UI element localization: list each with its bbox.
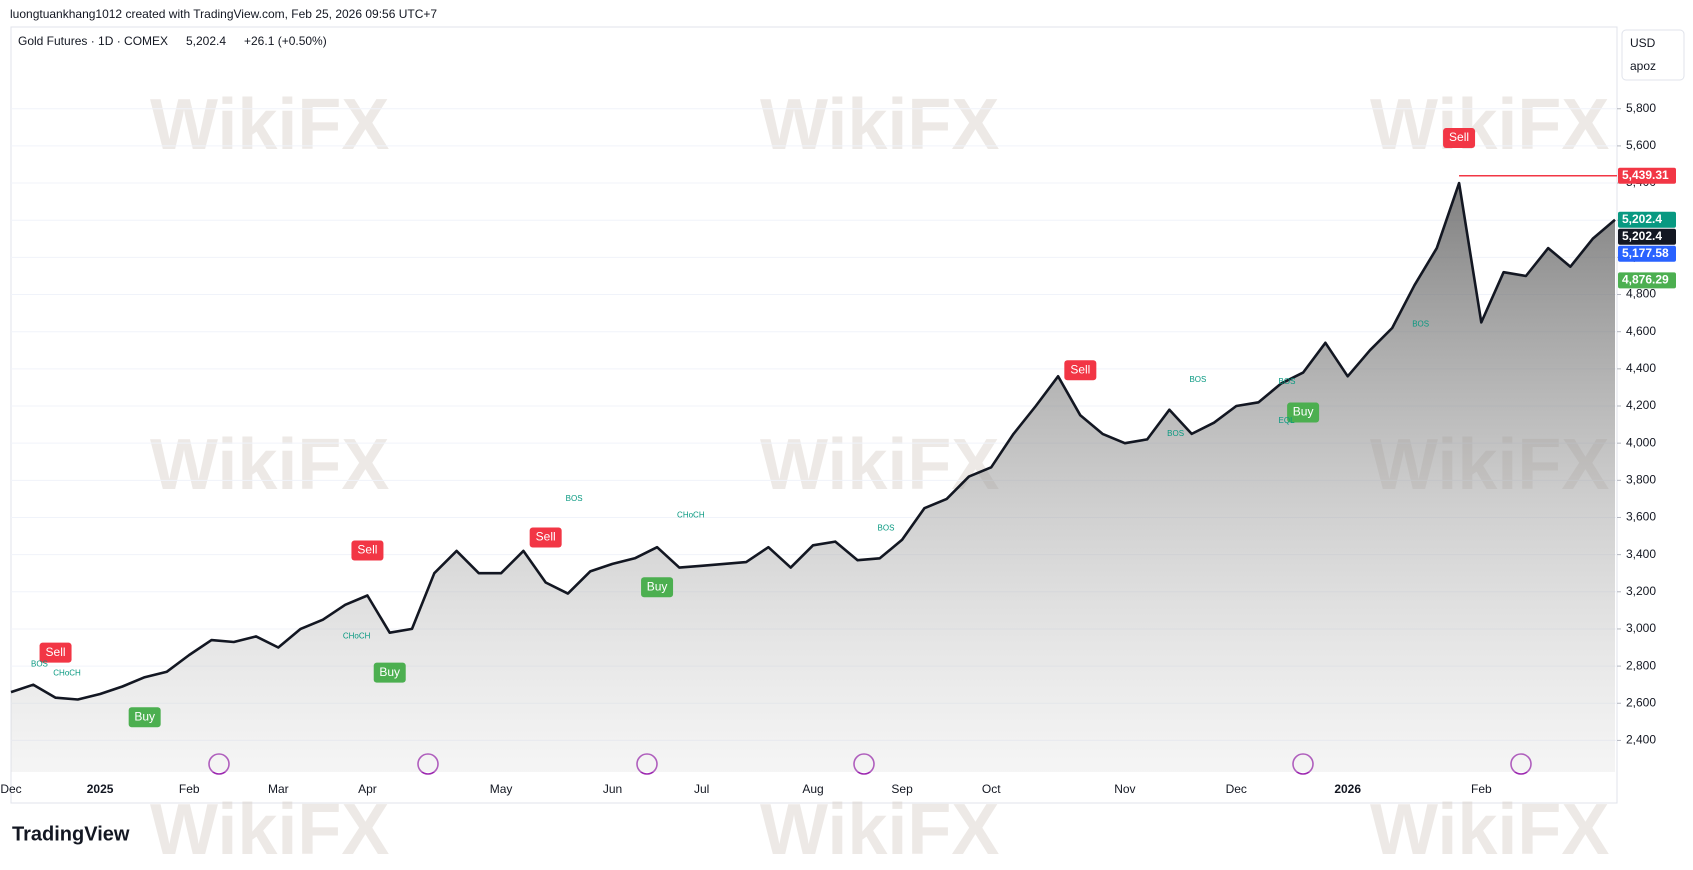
signal-badge (373, 662, 406, 683)
signal-badge (351, 540, 384, 561)
price-badge-label: 5,177.58 (1622, 246, 1669, 260)
y-tick-label: 3,800 (1626, 472, 1656, 486)
y-tick-label: 3,200 (1626, 584, 1656, 598)
x-tick-label: Oct (982, 782, 1001, 796)
y-tick-label: 4,800 (1626, 287, 1656, 301)
x-tick-label: Mar (268, 782, 289, 796)
price-badge-label: 5,202.4 (1622, 229, 1662, 243)
y-tick-label: 4,000 (1626, 435, 1656, 449)
header: luongtuankhang1012 created with TradingV… (10, 7, 437, 21)
y-tick-label: 5,600 (1626, 138, 1656, 152)
price-badge-label: 4,876.29 (1622, 273, 1669, 287)
y-tick-label: 2,600 (1626, 695, 1656, 709)
watermark: WikiFX (760, 790, 999, 865)
price-badge (1618, 245, 1676, 262)
signal-badge (128, 707, 161, 728)
structure-label: BOS (878, 524, 895, 533)
y-tick-label: 4,200 (1626, 398, 1656, 412)
price-badge (1618, 272, 1676, 289)
signal-badge (1443, 128, 1476, 149)
x-tick-label: Feb (1471, 782, 1492, 796)
y-tick-label: 3,400 (1626, 547, 1656, 561)
structure-label: CHoCH (343, 631, 371, 640)
structure-label: CHoCH (53, 669, 81, 678)
signal-label: Buy (647, 579, 668, 593)
last-price: 5,202.4 (186, 34, 226, 48)
signal-badge (1064, 360, 1097, 381)
price-badge (1618, 228, 1676, 245)
x-tick-label: Sep (891, 782, 913, 796)
price-badge (1618, 167, 1676, 184)
signal-label: Buy (379, 665, 400, 679)
x-tick-label: 2025 (87, 782, 114, 796)
x-tick-label: Jun (603, 782, 622, 796)
scale-mode: apoz (1630, 59, 1656, 73)
price-line (10, 181, 1616, 701)
x-tick-label: Aug (802, 782, 823, 796)
x-tick-label: 2026 (1334, 782, 1361, 796)
area (11, 183, 1615, 773)
watermark: WikiFX (150, 790, 389, 865)
structure-label: BOS (1412, 319, 1429, 328)
x-tick-label: Apr (358, 782, 377, 796)
price-badge-label: 5,439.31 (1622, 168, 1669, 182)
price-badge (1618, 211, 1676, 228)
y-tick-label: 4,400 (1626, 361, 1656, 375)
structure-label: BOS (566, 494, 583, 503)
watermark: WikiFX (150, 85, 389, 165)
signal-badge (641, 577, 674, 598)
structure-label: BOS (31, 659, 48, 668)
signal-label: Sell (46, 645, 66, 659)
y-tick-label: 3,600 (1626, 510, 1656, 524)
signal-label: Sell (1070, 362, 1090, 376)
signal-label: Sell (1449, 130, 1469, 144)
structure-label: CHoCH (677, 511, 705, 520)
x-tick-label: May (490, 782, 513, 796)
y-tick-label: 5,800 (1626, 101, 1656, 115)
x-tick-label: Nov (1114, 782, 1135, 796)
watermark: WikiFX (760, 85, 999, 165)
y-tick-label: 2,800 (1626, 658, 1656, 672)
signal-label: Sell (536, 530, 556, 544)
signal-badge (1287, 402, 1320, 423)
watermark: WikiFX (150, 425, 389, 505)
currency-box[interactable] (1621, 29, 1685, 81)
signal-badge (39, 642, 72, 663)
x-tick-label: Dec (0, 782, 21, 796)
currency: USD (1630, 36, 1656, 50)
signal-label: Buy (134, 709, 155, 723)
signal-badge (529, 527, 562, 548)
structure-label: BOS (1189, 375, 1206, 384)
watermark: WikiFX (1370, 85, 1609, 165)
price-badge-label: 5,202.4 (1622, 212, 1662, 226)
y-tick-label: 2,400 (1626, 733, 1656, 747)
y-tick-label: 3,000 (1626, 621, 1656, 635)
x-tick-label: Feb (179, 782, 200, 796)
watermark: WikiFX (1370, 790, 1609, 865)
y-tick-label: 4,600 (1626, 324, 1656, 338)
signal-label: Sell (357, 543, 377, 557)
structure-label: BOS (1279, 377, 1296, 386)
change: +26.1 (+0.50%) (244, 34, 327, 48)
x-tick-label: Dec (1226, 782, 1247, 796)
structure-label: EQL (1279, 416, 1296, 425)
structure-label: BOS (1167, 429, 1184, 438)
brand: TradingView (12, 823, 130, 845)
symbol: Gold Futures · 1D · COMEX (18, 34, 168, 48)
signal-label: Buy (1293, 405, 1314, 419)
x-tick-label: Jul (694, 782, 709, 796)
